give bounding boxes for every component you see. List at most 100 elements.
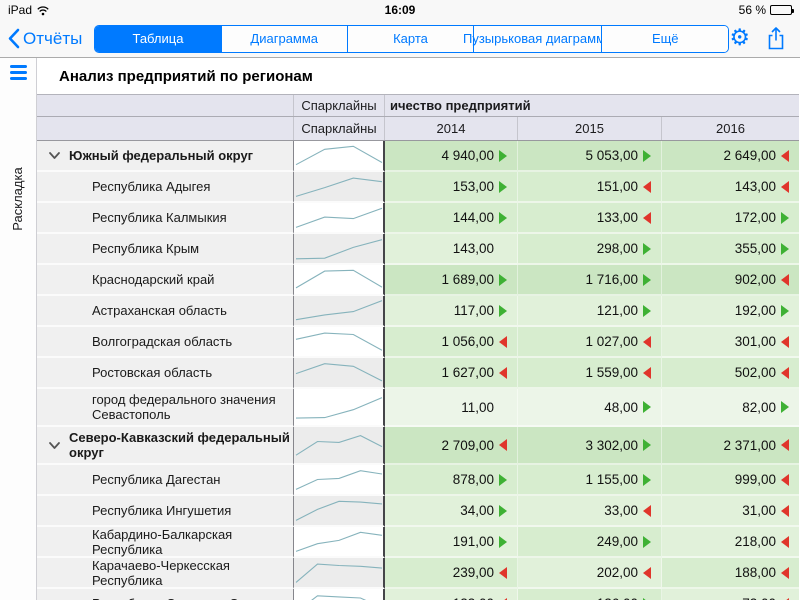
region-row[interactable]: Волгоградская область 1 056,00 1 027,00 301… (37, 327, 799, 358)
value-cell-2016: 192,00 (662, 296, 799, 327)
trend-up-icon (781, 304, 789, 317)
region-row[interactable]: Республика Крым 143,00 298,00 355,00 (37, 234, 799, 265)
sparkline-chart (295, 332, 382, 351)
value-cell-2016: 2 371,00 (662, 427, 799, 465)
region-name-cell: Республика Северная Осетия (37, 589, 293, 600)
sparkline-cell (293, 496, 385, 527)
trend-up-icon (499, 473, 507, 486)
trend-down-icon (781, 473, 789, 486)
trend-up-icon (781, 242, 789, 255)
value-cell-2014: 117,00 (385, 296, 518, 327)
sparkline-cell (293, 327, 385, 358)
table-header-row-1: Спарклайны ичество предприятий (37, 94, 799, 117)
report-content: Анализ предприятий по регионам Спарклайн… (37, 58, 800, 600)
device-label: iPad (8, 3, 33, 17)
header-year-2014[interactable]: 2014 (385, 117, 518, 140)
tab-4[interactable]: Пузырьковая диаграмма (463, 25, 612, 52)
region-row[interactable]: Кабардино-Балкарская Республика 191,00 249… (37, 527, 799, 558)
header-measure-cell[interactable]: ичество предприятий (390, 98, 531, 113)
value-label: 172,00 (734, 210, 776, 225)
group-row[interactable]: Южный федеральный округ 4 940,00 5 053,00 2… (37, 141, 799, 172)
value-label: 1 056,00 (441, 334, 494, 349)
value-cell-2014: 153,00 (385, 172, 518, 203)
header-year-2015[interactable]: 2015 (518, 117, 662, 140)
back-button[interactable]: Отчёты (8, 28, 82, 49)
chevron-down-icon[interactable] (49, 152, 60, 159)
group-row[interactable]: Северо-Кавказский федеральный округ 2 709… (37, 427, 799, 465)
value-label: 218,00 (734, 534, 776, 549)
region-row[interactable]: Республика Ингушетия 34,00 33,00 31,00 (37, 496, 799, 527)
battery-icon (770, 5, 794, 15)
value-label: 502,00 (734, 365, 776, 380)
region-name-cell: Астраханская область (37, 296, 293, 327)
tab-2[interactable]: Диаграмма (221, 25, 348, 52)
value-cell-2015: 249,00 (518, 527, 662, 558)
value-label: 1 716,00 (585, 272, 638, 287)
region-row[interactable]: Республика Дагестан 878,00 1 155,00 999,00 (37, 465, 799, 496)
value-cell-2016: 31,00 (662, 496, 799, 527)
region-row[interactable]: Республика Калмыкия 144,00 133,00 172,00 (37, 203, 799, 234)
value-cell-2014: 1 056,00 (385, 327, 518, 358)
header-name-cell (37, 95, 293, 116)
chevron-down-icon[interactable] (49, 441, 60, 449)
value-label: 82,00 (742, 399, 776, 415)
sparkline-chart (295, 145, 382, 166)
table-body: Южный федеральный округ 4 940,00 5 053,00 2… (37, 141, 799, 600)
region-row[interactable]: город федерального значения Севастополь 1… (37, 389, 799, 427)
region-name-cell: Республика Ингушетия (37, 496, 293, 527)
value-cell-2014: 191,00 (385, 527, 518, 558)
value-label: 11,00 (461, 399, 494, 415)
tab-1[interactable]: Таблица (95, 25, 222, 52)
region-row[interactable]: Карачаево-Черкесская Республика 239,00 202… (37, 558, 799, 589)
back-chevron-icon (8, 28, 20, 49)
region-name-label: город федерального значения Севастополь (92, 392, 276, 422)
value-label: 34,00 (460, 503, 494, 518)
region-row[interactable]: Астраханская область 117,00 121,00 192,00 (37, 296, 799, 327)
value-cell-2014: 878,00 (385, 465, 518, 496)
value-label: 3 302,00 (585, 437, 638, 453)
region-row[interactable]: Ростовская область 1 627,00 1 559,00 502,00 (37, 358, 799, 389)
region-row[interactable]: Республика Адыгея 153,00 151,00 143,00 (37, 172, 799, 203)
sparkline-chart (295, 500, 382, 521)
layout-sidebar: Раскладка (0, 58, 37, 600)
trend-up-icon (499, 180, 507, 193)
value-label: 2 371,00 (723, 437, 776, 453)
trend-up-icon (499, 211, 507, 224)
header-sparklines-cell[interactable]: Спарклайны (293, 95, 385, 116)
value-cell-2016: 502,00 (662, 358, 799, 389)
hamburger-icon[interactable] (10, 65, 27, 83)
value-cell-2014: 144,00 (385, 203, 518, 234)
value-label: 1 559,00 (585, 365, 638, 380)
trend-down-icon (781, 366, 789, 379)
region-name-cell: Республика Калмыкия (37, 203, 293, 234)
trend-down-icon (643, 366, 651, 379)
value-label: 191,00 (452, 534, 494, 549)
sparkline-cell (293, 172, 385, 203)
value-cell-2016: 172,00 (662, 203, 799, 234)
tab-3[interactable]: Карта (347, 25, 475, 52)
value-cell-2015: 3 302,00 (518, 427, 662, 465)
region-name-label: Северо-Кавказский федеральный округ (69, 430, 290, 460)
region-name-label: Астраханская область (92, 303, 227, 318)
header-sparklines-cell[interactable]: Спарклайны (293, 117, 385, 140)
region-name-label: Республика Ингушетия (92, 503, 232, 518)
header-year-2016[interactable]: 2016 (716, 121, 745, 136)
trend-up-icon (643, 401, 651, 413)
value-label: 249,00 (596, 534, 638, 549)
sparkline-chart (295, 396, 382, 419)
value-cell-2016: 82,00 (662, 389, 799, 427)
page-title: Анализ предприятий по регионам (59, 68, 313, 85)
tab-5[interactable]: Ещё (602, 25, 729, 52)
layout-tab-label[interactable]: Раскладка (10, 167, 25, 231)
share-icon[interactable] (766, 26, 786, 51)
gear-icon[interactable]: ⚙ (729, 25, 750, 51)
region-row[interactable]: Республика Северная Осетия 123,00 126,00 72… (37, 589, 799, 600)
trend-down-icon (499, 439, 507, 451)
value-label: 355,00 (734, 241, 776, 256)
value-cell-2014: 2 709,00 (385, 427, 518, 465)
value-cell-2014: 1 689,00 (385, 265, 518, 296)
value-cell-2016: 355,00 (662, 234, 799, 265)
sparkline-cell (293, 527, 385, 558)
trend-up-icon (643, 304, 651, 317)
region-row[interactable]: Краснодарский край 1 689,00 1 716,00 902,00 (37, 265, 799, 296)
